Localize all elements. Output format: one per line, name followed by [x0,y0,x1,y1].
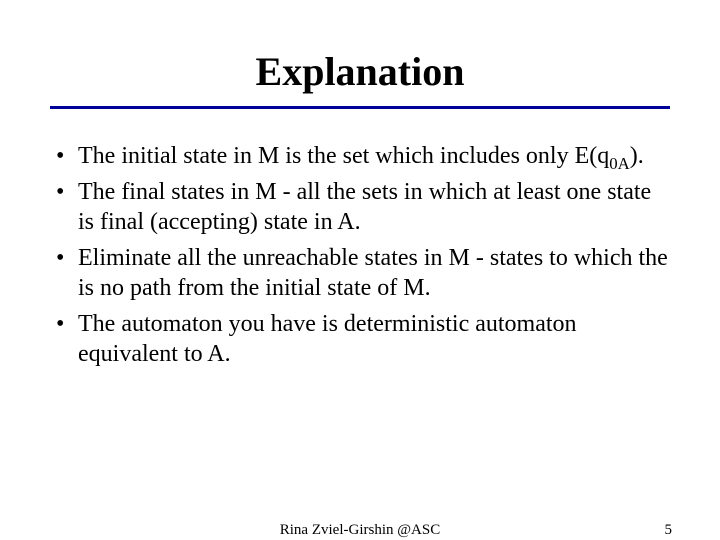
bullet-text-pre: The initial state in M is the set which … [78,143,609,169]
bullet-text-pre: The automaton you have is deterministic … [78,311,577,367]
bullet-list: The initial state in M is the set which … [50,141,670,369]
bullet-text-pre: Eliminate all the unreachable states in … [78,245,668,301]
bullet-item: The initial state in M is the set which … [50,141,670,171]
footer-author: Rina Zviel-Girshin @ASC [280,522,440,539]
title-wrap: Explanation [50,50,670,94]
bullet-text-sub: 0A [609,154,630,173]
bullet-item: The final states in M - all the sets in … [50,177,670,237]
bullet-item: Eliminate all the unreachable states in … [50,243,670,303]
bullet-text-post: ). [630,143,644,169]
title-underline [50,106,670,109]
content-area: The initial state in M is the set which … [50,141,670,510]
page-number: 5 [665,522,673,539]
slide: Explanation The initial state in M is th… [0,0,720,540]
bullet-text-pre: The final states in M - all the sets in … [78,179,651,235]
slide-title: Explanation [256,50,465,94]
bullet-item: The automaton you have is deterministic … [50,309,670,369]
